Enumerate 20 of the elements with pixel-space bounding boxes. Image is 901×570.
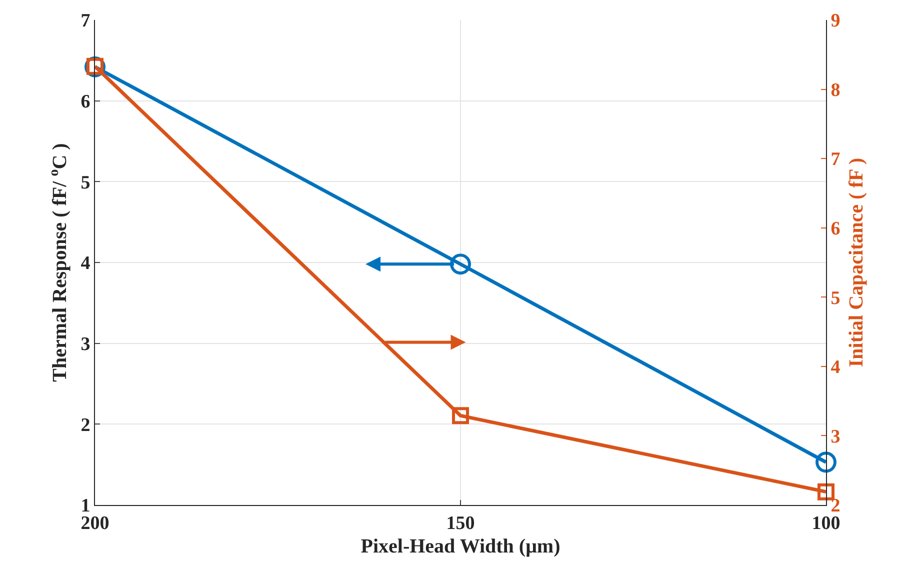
x-axis-title: Pixel-Head Width (μm)	[360, 535, 560, 558]
y-tick-label: 3	[80, 334, 90, 355]
y2-tick-label: 3	[830, 426, 840, 448]
y-tick-label: 6	[80, 91, 90, 112]
y-tick-label: 5	[80, 172, 90, 194]
y2-tick-label: 4	[830, 357, 841, 378]
point	[818, 483, 834, 500]
y2-tick-label: 7	[830, 149, 841, 170]
point	[450, 254, 471, 275]
y2-axis-title: Initial Capacitance ( fF )	[845, 158, 868, 368]
y2-tick-label: 5	[830, 288, 840, 309]
y-tick-label: 7	[80, 10, 91, 32]
y2-tick-label: 9	[830, 10, 840, 32]
y-tick-label: 4	[80, 253, 91, 274]
y2-tick-label: 8	[830, 80, 840, 101]
point	[452, 407, 469, 424]
y-tick-label: 2	[80, 414, 90, 436]
point	[816, 452, 836, 473]
y2-tick-label: 6	[830, 218, 840, 240]
x-tick-label: 150	[446, 512, 475, 534]
